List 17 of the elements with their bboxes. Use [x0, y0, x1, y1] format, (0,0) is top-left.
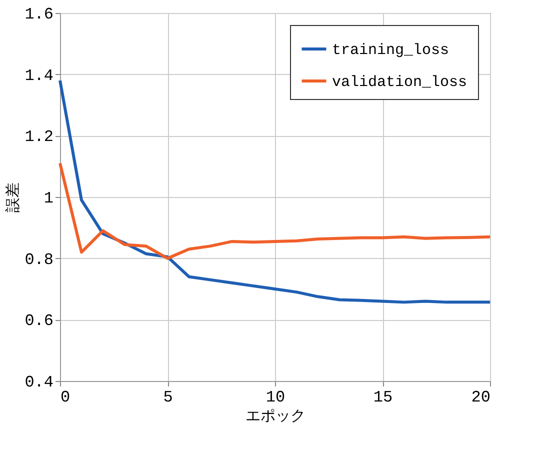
y-tick-label: 0.8	[24, 250, 54, 269]
x-tick-label: 20	[471, 388, 490, 406]
x-tick-label: 10	[266, 388, 286, 406]
legend-label: training_loss	[332, 42, 450, 59]
y-tick-label: 1.6	[24, 6, 54, 24]
x-axis-title: エポック	[246, 408, 306, 424]
x-tick-label: 0	[60, 388, 70, 406]
y-axis-title: 誤差	[4, 182, 22, 212]
y-tick-label: 1	[44, 190, 54, 208]
y-tick-label: 1.4	[24, 66, 54, 85]
x-tick-label: 15	[373, 388, 393, 406]
line-series	[58, 162, 492, 260]
y-tick-label: 1.2	[24, 128, 54, 146]
legend-label: validation_loss	[332, 74, 468, 91]
x-tick-label: 5	[163, 388, 173, 406]
y-tick-label: 0.6	[24, 312, 54, 330]
y-tick-label: 0.4	[24, 374, 54, 392]
